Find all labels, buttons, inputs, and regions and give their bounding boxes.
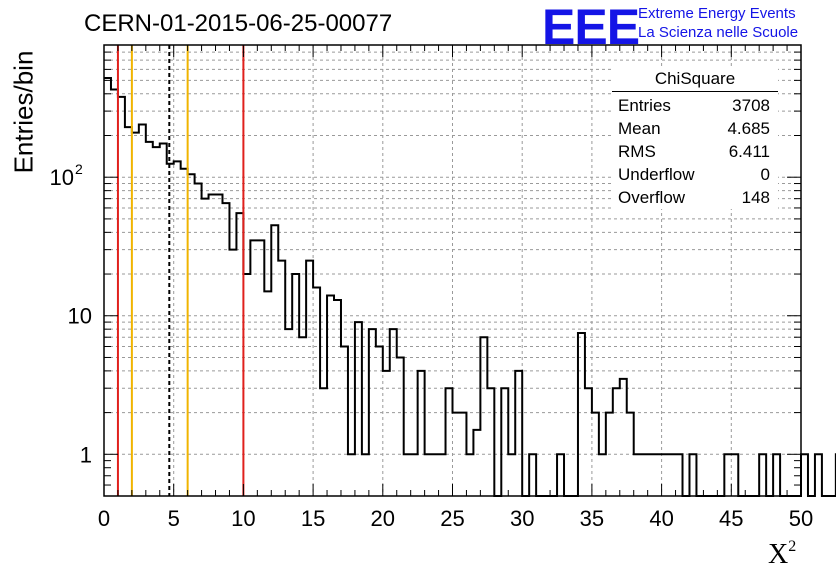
x-axis-label: X2 xyxy=(768,538,796,571)
x-tick-label: 35 xyxy=(580,506,604,531)
stats-value: 6.411 xyxy=(728,142,770,161)
stats-row-rms: RMS 6.411 xyxy=(612,140,778,163)
x-tick-label: 0 xyxy=(98,506,110,531)
stats-value: 0 xyxy=(760,165,770,184)
histogram-bars xyxy=(104,77,836,497)
x-tick-label: 10 xyxy=(231,506,255,531)
stats-label: Mean xyxy=(618,119,661,138)
x-tick-label: 45 xyxy=(719,506,743,531)
x-axis-label-superscript: 2 xyxy=(788,538,797,555)
logo-caption: Extreme Energy Events La Scienza nelle S… xyxy=(638,4,798,42)
y-tick-label: 1 xyxy=(80,442,92,467)
logo-caption-line1: Extreme Energy Events xyxy=(638,5,796,22)
stats-label: Underflow xyxy=(618,165,695,184)
marker-lines xyxy=(116,45,245,496)
x-tick-label: 40 xyxy=(649,506,673,531)
eee-logo: EEE xyxy=(542,0,640,55)
stats-row-mean: Mean 4.685 xyxy=(612,117,778,140)
stats-title: ChiSquare xyxy=(612,68,778,92)
stats-value: 4.685 xyxy=(727,119,770,138)
stats-label: Overflow xyxy=(618,188,686,207)
x-tick-label: 20 xyxy=(371,506,395,531)
x-tick-label: 5 xyxy=(168,506,180,531)
histogram-step-line xyxy=(104,77,836,497)
stats-label: RMS xyxy=(618,142,656,161)
x-tick-label: 30 xyxy=(510,506,534,531)
x-tick-label: 25 xyxy=(440,506,464,531)
stats-box: ChiSquare Entries 3708 Mean 4.685 RMS 6.411… xyxy=(612,68,778,209)
grid xyxy=(104,45,801,496)
chart-title: CERN-01-2015-06-25-00077 xyxy=(84,10,393,37)
stats-label: Entries xyxy=(618,96,671,115)
stats-row-entries: Entries 3708 xyxy=(612,94,778,117)
stats-row-underflow: Underflow 0 xyxy=(612,163,778,186)
x-axis-label-text: X xyxy=(768,539,789,570)
logo-caption-line2: La Scienza nelle Scuole xyxy=(638,24,799,41)
stats-value: 3708 xyxy=(732,96,770,115)
y-tick-label: 10 xyxy=(68,304,92,329)
x-tick-label: 15 xyxy=(301,506,325,531)
stats-value: 148 xyxy=(741,188,770,207)
y-tick-label-exponent: 2 xyxy=(75,161,83,177)
y-axis-label: Entries/bin xyxy=(8,50,39,174)
y-tick-label: 10 xyxy=(50,165,74,190)
stats-row-overflow: Overflow 148 xyxy=(612,186,778,209)
x-tick-label: 50 xyxy=(789,506,813,531)
